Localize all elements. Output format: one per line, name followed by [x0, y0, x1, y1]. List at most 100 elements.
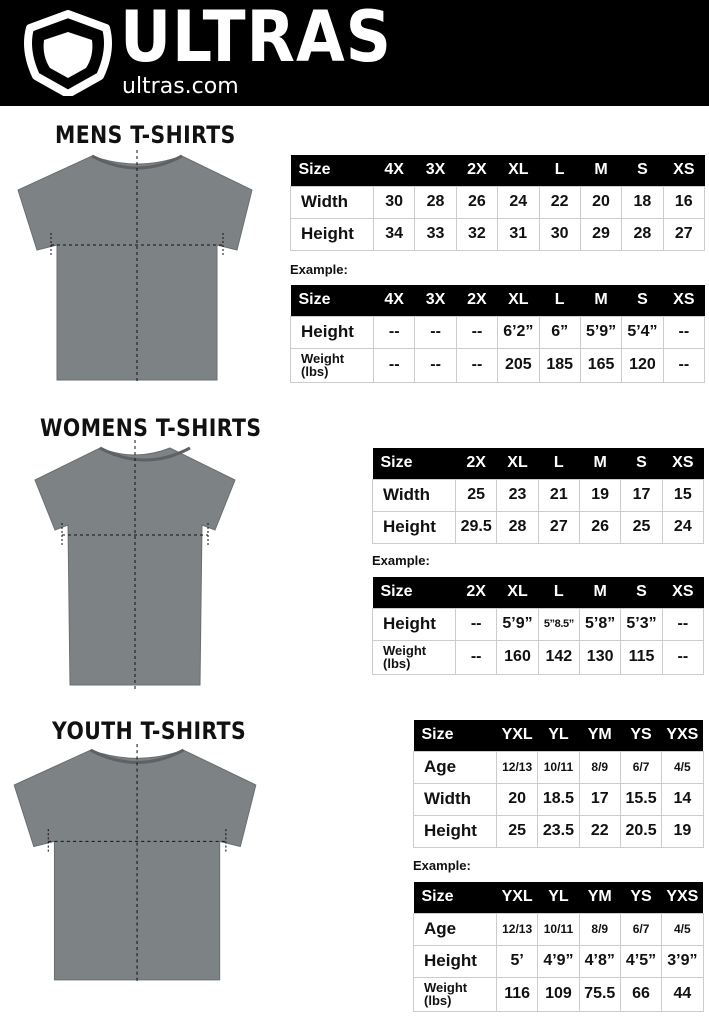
table-cell: 5’4”	[621, 315, 664, 349]
table-cell: 75.5	[578, 976, 621, 1012]
column-header: S	[620, 448, 663, 479]
table-cell: 4/5	[661, 750, 704, 784]
column-header: 2X	[456, 285, 498, 316]
table-header-row: Size 2X XL L M S XS	[372, 577, 704, 608]
table-header-row: Size YXL YL YM YS YXS	[413, 720, 703, 751]
table-cell: --	[454, 607, 498, 641]
table-cell: 6’2”	[497, 315, 540, 349]
row-label: Weight (lbs)	[290, 347, 374, 383]
table-header-row: Size 2X XL L M S XS	[372, 448, 704, 479]
table-cell: 23	[496, 478, 539, 512]
column-header: XL	[496, 448, 539, 479]
column-header: L	[539, 155, 581, 186]
table-cell: 23.5	[537, 814, 580, 848]
example-label: Example:	[413, 858, 471, 873]
column-header: XS	[663, 155, 705, 186]
table-cell: --	[662, 315, 706, 349]
column-header: YM	[579, 720, 621, 751]
tshirt-measurement-image	[30, 440, 240, 696]
table-cell: 27	[662, 217, 706, 251]
table-row: Age 12/13 10/11 8/9 6/7 4/5	[413, 912, 704, 946]
table-cell: 17	[620, 478, 663, 512]
table-cell: 19	[578, 478, 622, 512]
table-cell: 5’8”	[578, 607, 622, 641]
table-cell: 33	[414, 217, 457, 251]
column-header: YM	[579, 882, 621, 913]
column-header: M	[580, 155, 622, 186]
table-cell: --	[661, 639, 705, 675]
column-header: YS	[620, 882, 662, 913]
row-label: Weight (lbs)	[372, 639, 456, 675]
row-label: Age	[413, 750, 497, 784]
column-header: XL	[497, 285, 539, 316]
table-cell: 160	[496, 639, 539, 675]
column-header: Size	[372, 448, 456, 479]
row-label: Height	[290, 217, 374, 251]
table-cell: 130	[578, 639, 622, 675]
table-cell: 26	[578, 510, 622, 544]
table-row: Height 34 33 32 31 30 29 28 27	[290, 217, 706, 251]
column-header: Size	[413, 882, 497, 913]
table-cell: --	[662, 347, 706, 383]
row-label: Height	[413, 944, 497, 978]
column-header: Size	[290, 155, 374, 186]
table-cell: 25	[454, 478, 498, 512]
table-cell: --	[414, 315, 457, 349]
table-cell: 15	[661, 478, 705, 512]
tshirt-measurement-image	[12, 150, 258, 386]
table-row: Height 29.5 28 27 26 25 24	[372, 510, 705, 544]
row-label: Weight (lbs)	[413, 976, 497, 1012]
column-header: M	[579, 577, 621, 608]
table-cell: 17	[578, 782, 621, 816]
table-cell: --	[414, 347, 457, 383]
size-example-table: Size YXL YL YM YS YXS Age 12/13 10/11 8/9 6/7 4/5 He…	[413, 882, 704, 1012]
collar	[89, 748, 185, 764]
table-cell: 10/11	[537, 912, 580, 946]
column-header: XS	[663, 285, 705, 316]
table-cell: 5”8.5”	[537, 607, 580, 641]
table-cell: 6/7	[619, 750, 663, 784]
column-header: XS	[662, 448, 704, 479]
table-cell: 34	[372, 217, 416, 251]
brand-url[interactable]: ultras.com	[122, 74, 239, 99]
ultras-shield-logo-icon	[24, 10, 112, 96]
size-measurement-table: Size YXL YL YM YS YXS Age 12/13 10/11 8/9 6/7 4/5 Wi…	[413, 720, 704, 848]
column-header: L	[538, 448, 580, 479]
tshirt-measurement-image	[8, 744, 262, 986]
table-cell: 5’	[495, 944, 539, 978]
table-cell: 28	[496, 510, 539, 544]
table-cell: 27	[537, 510, 580, 544]
section-title: YOUTH T-SHIRTS	[52, 717, 247, 745]
row-label: Height	[372, 607, 456, 641]
table-cell: 24	[661, 510, 705, 544]
column-header: S	[621, 155, 664, 186]
table-cell: 5’9”	[496, 607, 539, 641]
column-header: YXS	[661, 882, 703, 913]
table-row: Weight (lbs) -- -- -- 205 185 165 120 --	[290, 347, 706, 383]
table-header-row: Size 4X 3X 2X XL L M S XS	[290, 155, 705, 186]
column-header: YXL	[496, 882, 538, 913]
size-measurement-table: Size 2X XL L M S XS Width 25 23 21 19 17 15 Height 29.5…	[372, 448, 705, 544]
table-cell: 6/7	[619, 912, 663, 946]
table-cell: 3’9”	[661, 944, 704, 978]
table-cell: 5’9”	[579, 315, 623, 349]
column-header: 4X	[373, 155, 415, 186]
column-header: YL	[537, 882, 580, 913]
table-cell: 142	[537, 639, 580, 675]
table-cell: --	[661, 607, 705, 641]
table-cell: 14	[661, 782, 704, 816]
collar	[99, 446, 191, 462]
brand-name: ULTRAS	[120, 0, 392, 78]
table-cell: 21	[537, 478, 580, 512]
table-row: Age 12/13 10/11 8/9 6/7 4/5	[413, 750, 704, 784]
table-cell: 8/9	[578, 912, 621, 946]
size-measurement-table: Size 4X 3X 2X XL L M S XS Width 30 28 26 24 22 20 18 16 He…	[290, 155, 706, 251]
table-cell: 29.5	[454, 510, 498, 544]
table-cell: 32	[455, 217, 499, 251]
row-label: Height	[413, 814, 497, 848]
table-cell: 19	[661, 814, 704, 848]
example-label: Example:	[290, 262, 348, 277]
row-label: Width	[413, 782, 497, 816]
table-cell: 4’5”	[619, 944, 663, 978]
table-cell: --	[455, 347, 499, 383]
